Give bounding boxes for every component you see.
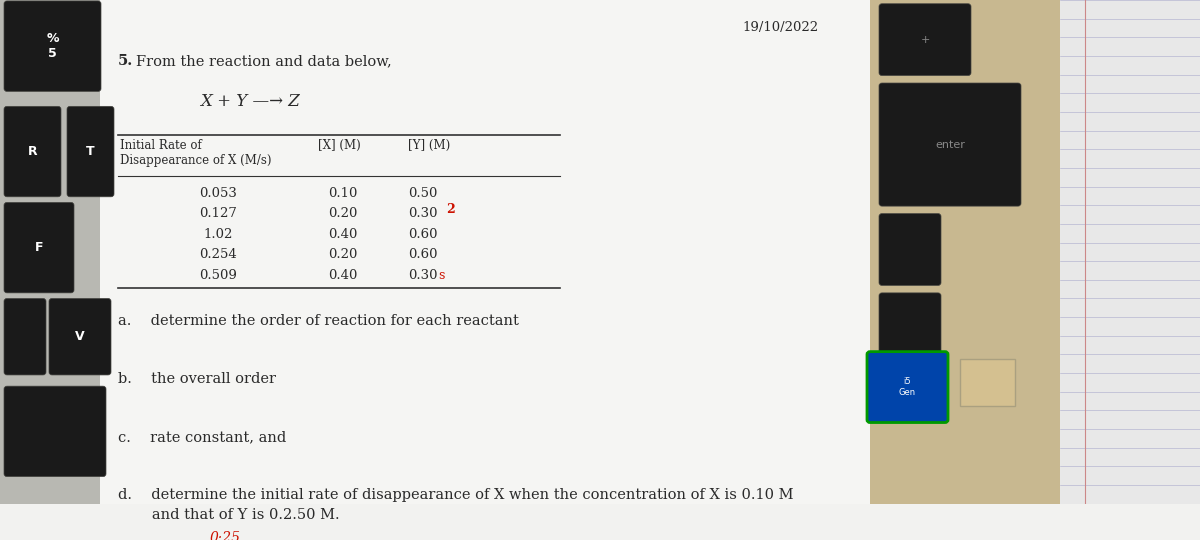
FancyBboxPatch shape — [878, 83, 1021, 206]
FancyBboxPatch shape — [878, 214, 941, 286]
Text: 0.60: 0.60 — [408, 228, 438, 241]
Text: Initial Rate of
Disappearance of X (M/s): Initial Rate of Disappearance of X (M/s) — [120, 139, 271, 167]
Text: 0.30: 0.30 — [408, 207, 438, 220]
Polygon shape — [0, 0, 106, 504]
FancyBboxPatch shape — [49, 299, 112, 375]
FancyBboxPatch shape — [4, 202, 74, 293]
Text: 0.20: 0.20 — [329, 207, 358, 220]
Text: F: F — [35, 241, 43, 254]
Text: and that of Y is 0.2.50 M.: and that of Y is 0.2.50 M. — [118, 508, 340, 522]
Text: a.  determine the order of reaction for each reactant: a. determine the order of reaction for e… — [118, 314, 518, 328]
Text: [Y] (M): [Y] (M) — [408, 139, 450, 152]
Bar — [960, 359, 1015, 406]
Bar — [0, 0, 130, 504]
Text: %
5: % 5 — [47, 32, 59, 60]
Text: 19/10/2022: 19/10/2022 — [742, 21, 818, 33]
Text: 0.40: 0.40 — [329, 228, 358, 241]
Bar — [870, 0, 1200, 504]
FancyBboxPatch shape — [878, 4, 971, 76]
FancyBboxPatch shape — [4, 106, 61, 197]
Text: From the reaction and data below,: From the reaction and data below, — [136, 54, 391, 68]
Bar — [1060, 0, 1200, 504]
Text: R: R — [28, 145, 37, 158]
Text: 2: 2 — [446, 204, 455, 217]
Bar — [100, 0, 870, 504]
Text: 0.50: 0.50 — [408, 187, 438, 200]
Text: T: T — [86, 145, 95, 158]
Text: i5
Gen: i5 Gen — [899, 377, 916, 397]
FancyBboxPatch shape — [878, 293, 941, 364]
Text: 1.02: 1.02 — [203, 228, 233, 241]
Text: 0.20: 0.20 — [329, 248, 358, 261]
Text: 0.509: 0.509 — [199, 269, 236, 282]
FancyBboxPatch shape — [4, 299, 46, 375]
Text: 0.30: 0.30 — [408, 269, 438, 282]
Text: 0.053: 0.053 — [199, 187, 236, 200]
Text: d.  determine the initial rate of disappearance of X when the concentration of X: d. determine the initial rate of disappe… — [118, 488, 793, 502]
Text: 0.10: 0.10 — [329, 187, 358, 200]
Text: c.  rate constant, and: c. rate constant, and — [118, 430, 287, 444]
Text: 0.60: 0.60 — [408, 248, 438, 261]
Text: 5.: 5. — [118, 54, 133, 68]
Text: b.  the overall order: b. the overall order — [118, 372, 276, 386]
Text: 0.127: 0.127 — [199, 207, 236, 220]
Text: 0.40: 0.40 — [329, 269, 358, 282]
Text: V: V — [76, 330, 85, 343]
FancyBboxPatch shape — [4, 386, 106, 477]
FancyBboxPatch shape — [866, 352, 948, 422]
Text: 0.254: 0.254 — [199, 248, 236, 261]
FancyBboxPatch shape — [67, 106, 114, 197]
Text: [X] (M): [X] (M) — [318, 139, 361, 152]
Text: 0·25: 0·25 — [210, 531, 241, 540]
Text: s: s — [438, 269, 444, 282]
Text: +: + — [920, 35, 930, 45]
Text: enter: enter — [935, 139, 965, 150]
Text: X + Y —→ Z: X + Y —→ Z — [200, 93, 300, 110]
FancyBboxPatch shape — [4, 1, 101, 91]
